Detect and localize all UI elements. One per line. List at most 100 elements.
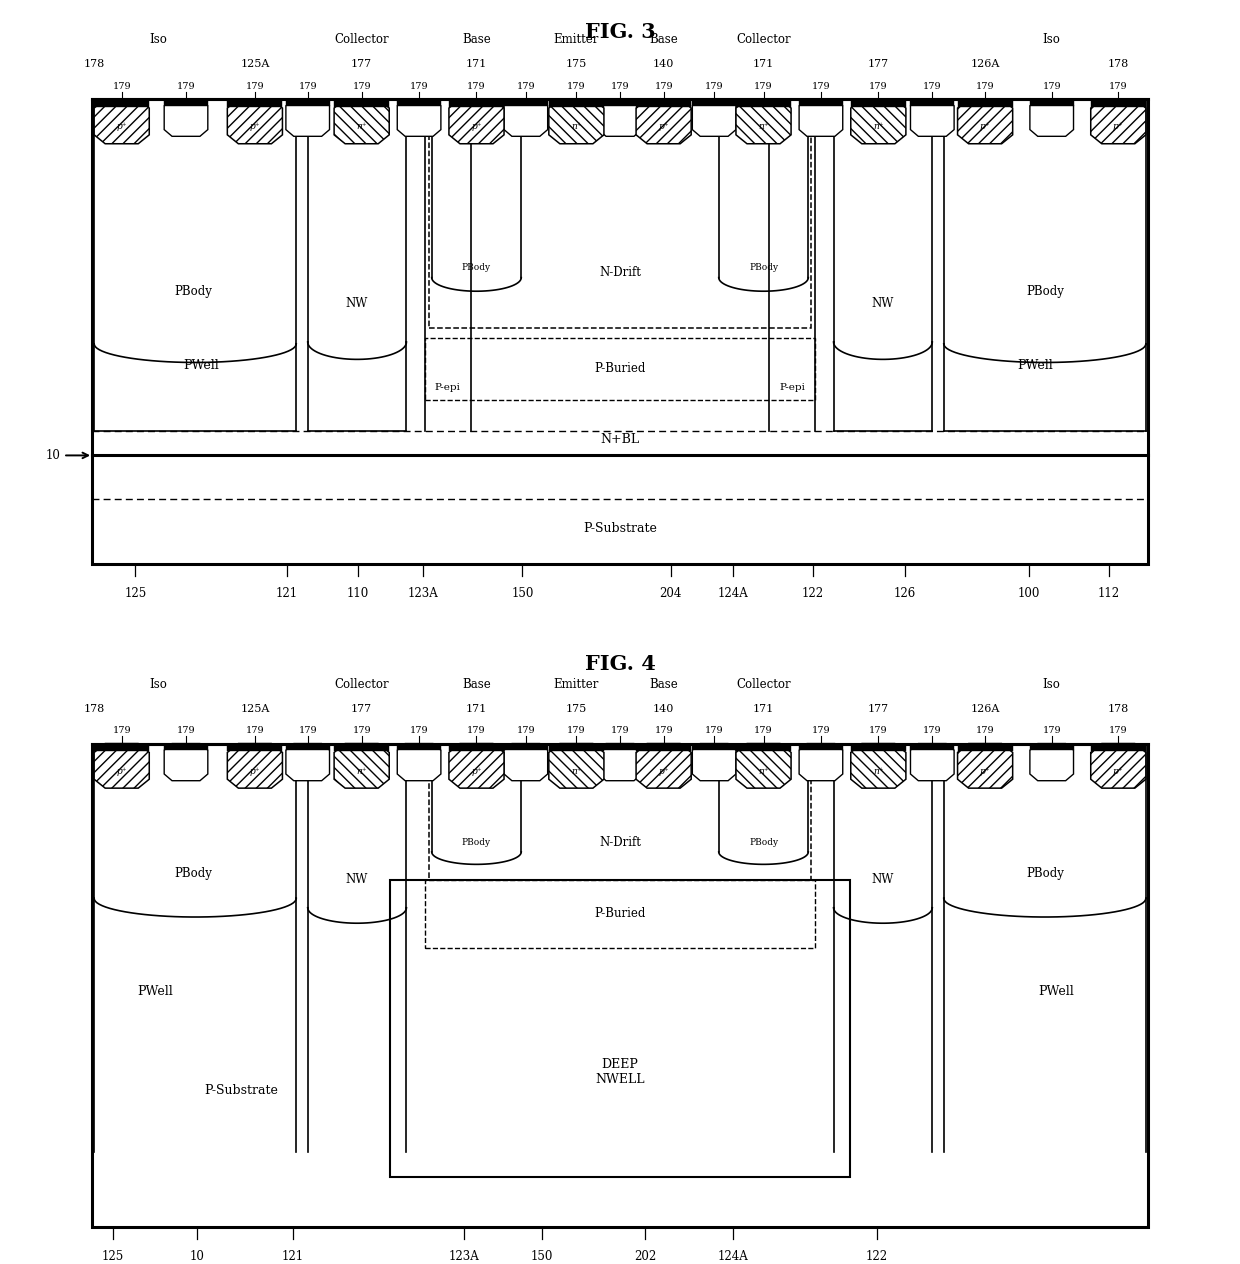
Text: 204: 204 <box>660 588 682 600</box>
Text: 179: 179 <box>704 727 723 736</box>
Text: NW: NW <box>872 873 894 886</box>
Text: 179: 179 <box>113 727 131 736</box>
Text: 179: 179 <box>409 727 428 736</box>
Text: PBody: PBody <box>749 838 777 847</box>
Text: P-Substrate: P-Substrate <box>583 522 657 535</box>
Polygon shape <box>227 99 283 144</box>
Text: 178: 178 <box>1107 704 1128 714</box>
Polygon shape <box>1030 743 1074 781</box>
Text: 179: 179 <box>567 82 585 91</box>
Polygon shape <box>549 99 604 144</box>
Text: Base: Base <box>463 678 491 691</box>
Polygon shape <box>164 743 208 781</box>
Text: PBody: PBody <box>463 263 491 272</box>
Bar <box>92 743 1148 1227</box>
Text: n⁺: n⁺ <box>572 767 582 776</box>
Text: FIG. 4: FIG. 4 <box>584 653 656 674</box>
Bar <box>286 99 330 106</box>
Text: 10: 10 <box>46 449 61 461</box>
Text: 179: 179 <box>517 727 536 736</box>
Bar <box>449 99 503 106</box>
Bar <box>429 99 811 329</box>
Text: 179: 179 <box>812 82 831 91</box>
Text: PBody: PBody <box>174 284 212 298</box>
Text: Emitter: Emitter <box>554 33 599 47</box>
Bar <box>957 99 1013 106</box>
Polygon shape <box>799 743 843 781</box>
Bar <box>692 743 737 751</box>
Text: 122: 122 <box>802 588 823 600</box>
Text: 179: 179 <box>246 727 264 736</box>
Text: 126: 126 <box>894 588 916 600</box>
Bar <box>425 880 815 948</box>
Text: p⁺: p⁺ <box>658 767 668 776</box>
Text: 177: 177 <box>868 704 889 714</box>
Text: p⁺: p⁺ <box>1114 767 1123 776</box>
Bar <box>449 743 503 751</box>
Bar <box>636 743 691 751</box>
Text: FIG. 3: FIG. 3 <box>584 21 656 42</box>
Text: 150: 150 <box>511 588 533 600</box>
Text: n⁺: n⁺ <box>356 123 367 131</box>
Bar <box>910 743 954 751</box>
Polygon shape <box>851 743 906 789</box>
Polygon shape <box>334 99 389 144</box>
Text: PWell: PWell <box>1018 359 1054 372</box>
Polygon shape <box>1091 99 1146 144</box>
Text: n⁺: n⁺ <box>873 123 884 131</box>
Text: 125: 125 <box>124 588 146 600</box>
Text: P-Substrate: P-Substrate <box>205 1085 278 1097</box>
Text: N-Drift: N-Drift <box>599 267 641 279</box>
Text: 179: 179 <box>869 727 888 736</box>
Text: 110: 110 <box>347 588 370 600</box>
Text: 179: 179 <box>610 82 630 91</box>
Text: P-epi: P-epi <box>779 383 805 392</box>
Text: Collector: Collector <box>335 678 389 691</box>
Polygon shape <box>227 743 283 789</box>
Text: 179: 179 <box>467 82 486 91</box>
Text: 175: 175 <box>565 59 587 70</box>
Text: 179: 179 <box>299 727 317 736</box>
Text: NW: NW <box>346 873 368 886</box>
Text: 126A: 126A <box>971 59 999 70</box>
Text: 178: 178 <box>1107 59 1128 70</box>
Text: Collector: Collector <box>335 33 389 47</box>
Polygon shape <box>1091 743 1146 789</box>
Text: 100: 100 <box>1018 588 1040 600</box>
Text: 125A: 125A <box>241 704 269 714</box>
Text: 121: 121 <box>277 588 298 600</box>
Polygon shape <box>910 99 954 137</box>
Polygon shape <box>636 743 691 789</box>
Text: 175: 175 <box>565 704 587 714</box>
Text: 10: 10 <box>190 1250 205 1264</box>
Polygon shape <box>799 99 843 137</box>
Text: 179: 179 <box>1043 727 1061 736</box>
Text: p⁺: p⁺ <box>471 123 481 131</box>
Bar <box>851 743 906 751</box>
Bar <box>598 743 642 751</box>
Bar <box>598 99 642 106</box>
Polygon shape <box>737 99 791 144</box>
Text: 140: 140 <box>653 59 675 70</box>
Text: PBody: PBody <box>1025 284 1064 298</box>
Text: PBody: PBody <box>1025 867 1064 880</box>
Text: 179: 179 <box>812 727 831 736</box>
Text: Iso: Iso <box>1043 678 1060 691</box>
Text: 177: 177 <box>351 59 372 70</box>
Bar <box>286 743 330 751</box>
Text: 179: 179 <box>176 727 196 736</box>
Polygon shape <box>397 743 441 781</box>
Text: 124A: 124A <box>717 588 748 600</box>
Text: PBody: PBody <box>174 867 212 880</box>
Text: 179: 179 <box>517 82 536 91</box>
Text: 179: 179 <box>1109 82 1127 91</box>
Text: 121: 121 <box>281 1250 304 1264</box>
Text: 179: 179 <box>176 82 196 91</box>
Text: 179: 179 <box>467 727 486 736</box>
Text: 179: 179 <box>754 82 773 91</box>
Text: 171: 171 <box>753 59 774 70</box>
Polygon shape <box>94 99 149 144</box>
Text: p⁺: p⁺ <box>1114 123 1123 131</box>
Polygon shape <box>549 743 604 789</box>
Text: 179: 179 <box>869 82 888 91</box>
